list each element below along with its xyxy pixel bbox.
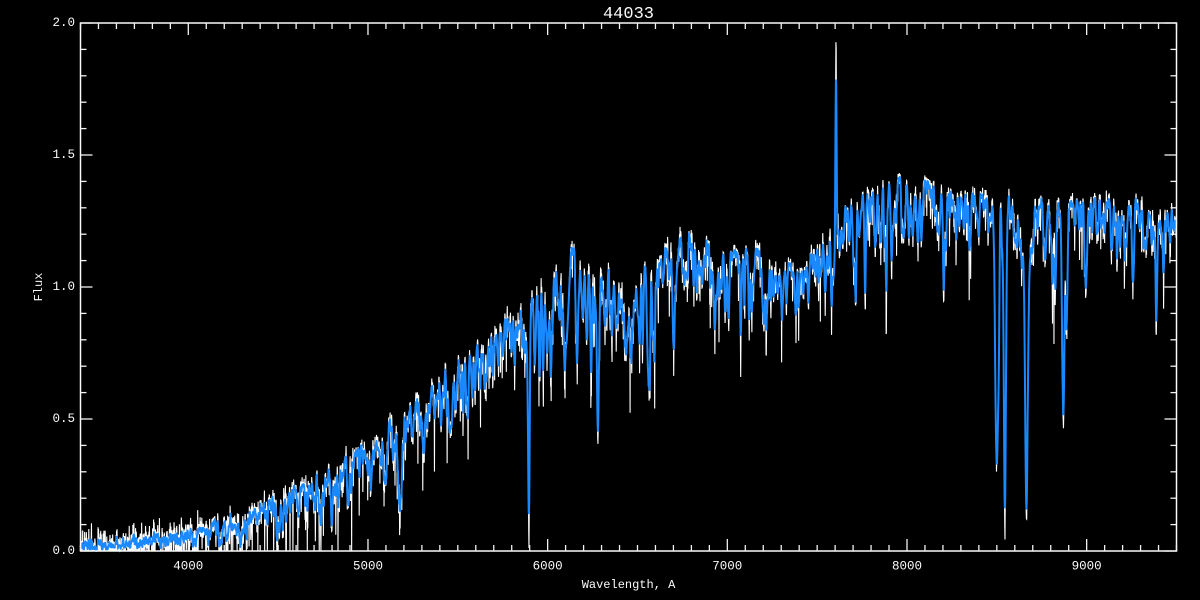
svg-text:Flux: Flux [32, 273, 46, 302]
svg-text:1.5: 1.5 [52, 148, 75, 162]
svg-text:9000: 9000 [1072, 560, 1102, 574]
svg-text:1.0: 1.0 [52, 280, 75, 294]
svg-text:8000: 8000 [892, 560, 922, 574]
svg-text:6000: 6000 [533, 560, 563, 574]
svg-text:2.0: 2.0 [52, 16, 75, 30]
svg-text:4000: 4000 [173, 560, 203, 574]
svg-text:Wavelength, A: Wavelength, A [582, 578, 676, 592]
svg-text:0.5: 0.5 [52, 412, 75, 426]
svg-text:5000: 5000 [353, 560, 383, 574]
svg-text:0.0: 0.0 [52, 544, 75, 558]
svg-text:44033: 44033 [603, 5, 654, 24]
svg-text:7000: 7000 [712, 560, 742, 574]
